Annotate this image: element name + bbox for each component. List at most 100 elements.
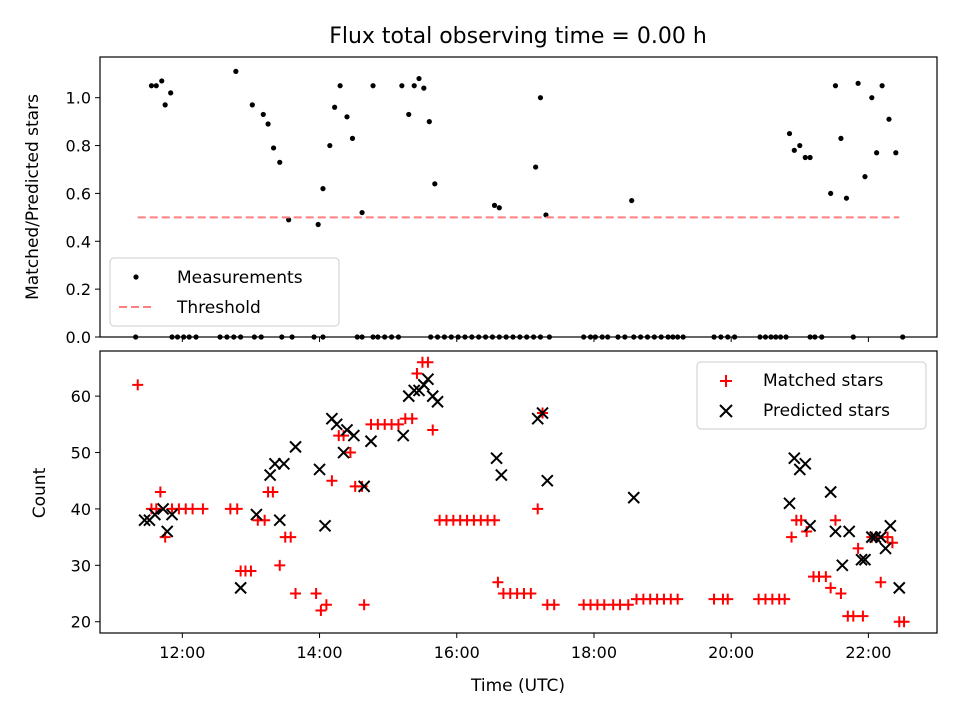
bottom-panel: 20 30 40 50 60 12:00 14:00 16:00 18:00 20:00 22:00… xyxy=(30,350,938,696)
matched-stars-point xyxy=(488,514,500,526)
matched-stars-point xyxy=(197,503,209,515)
bottom-y-tick-label: 50 xyxy=(71,444,91,463)
measurements-point xyxy=(537,95,544,101)
predicted-stars-point xyxy=(858,553,872,566)
bottom-legend-box xyxy=(696,361,927,430)
matched-stars-point xyxy=(356,480,368,492)
matched-stars-point xyxy=(344,447,356,459)
measurements-point xyxy=(148,83,155,89)
measurements-point xyxy=(320,186,326,192)
matched-stars-point xyxy=(358,599,370,611)
predicted-stars-point xyxy=(357,480,371,493)
matched-stars-point xyxy=(267,486,279,498)
predicted-stars-point xyxy=(536,406,549,420)
predicted-stars-point xyxy=(347,429,361,442)
measurements-point xyxy=(168,90,174,96)
measurements-point xyxy=(886,116,892,122)
predicted-stars-point xyxy=(148,508,162,521)
top-panel: 0.0 0.2 0.4 0.6 0.8 1.0 Matched/Predicted sta… xyxy=(23,56,938,347)
predicted-stars-point xyxy=(417,378,431,392)
bottom-y-tick-label: 20 xyxy=(71,613,91,632)
matched-stars-point xyxy=(154,486,166,498)
matched-stars-point xyxy=(274,559,286,571)
matched-stars-point xyxy=(835,588,847,600)
predicted-stars-point xyxy=(855,553,868,566)
measurements-point xyxy=(159,78,165,84)
top-y-tick-label: 0.4 xyxy=(66,232,91,251)
predicted-stars-point xyxy=(869,530,882,544)
matched-stars-point xyxy=(886,537,898,549)
measurements-point xyxy=(426,119,432,125)
matched-stars-point xyxy=(847,610,859,622)
matched-stars-point xyxy=(779,593,791,605)
legend-marker-measurements xyxy=(133,274,139,280)
matched-stars-point xyxy=(427,424,439,436)
top-legend: Measurements Threshold xyxy=(109,257,340,327)
measurements-point xyxy=(370,83,376,89)
matched-stars-point xyxy=(801,525,813,537)
top-y-axis-label: Matched/Predicted stars xyxy=(23,94,43,300)
predicted-stars-point xyxy=(490,451,503,465)
measurements-point xyxy=(421,85,427,91)
measurements-point xyxy=(233,68,239,74)
matched-stars-point xyxy=(622,599,634,611)
legend-label-threshold: Threshold xyxy=(176,298,261,318)
matched-stars-point xyxy=(406,413,418,425)
top-y-tick-label: 0.0 xyxy=(66,328,91,347)
measurements-point xyxy=(843,195,850,201)
x-axis-label: Time (UTC) xyxy=(470,676,565,696)
top-y-tick-label: 0.2 xyxy=(66,280,91,299)
top-legend-box xyxy=(109,257,340,327)
x-tick-label: 14:00 xyxy=(296,643,342,662)
predicted-stars-point xyxy=(788,451,801,465)
measurements-point xyxy=(344,114,350,120)
measurements-point xyxy=(533,164,539,170)
bottom-axes: 20 30 40 50 60 12:00 14:00 16:00 18:00 20:00 22:00 xyxy=(71,387,892,662)
measurements-point xyxy=(416,75,422,82)
measurements-point xyxy=(862,174,868,180)
matched-stars-point xyxy=(829,514,841,526)
matched-stars-point xyxy=(852,542,864,554)
measurements-point xyxy=(893,150,899,156)
matched-stars-point xyxy=(310,588,322,600)
predicted-stars-point xyxy=(263,468,277,482)
predicted-stars-point xyxy=(165,508,179,521)
predicted-stars-point xyxy=(289,440,302,454)
predicted-stars-point xyxy=(234,581,247,595)
x-tick-label: 20:00 xyxy=(708,643,754,662)
matched-stars-point xyxy=(875,576,887,588)
predicted-stars-point xyxy=(421,372,435,386)
matched-stars-point xyxy=(786,531,798,543)
chart-title: Flux total observing time = 0.00 h xyxy=(329,24,707,49)
measurements-point xyxy=(786,130,793,137)
x-tick-label: 18:00 xyxy=(571,643,617,662)
measurements-point xyxy=(286,217,292,223)
matched-stars-point xyxy=(672,593,684,605)
measurements-point xyxy=(249,102,255,108)
legend-label-matched-stars: Matched stars xyxy=(763,371,883,391)
measurements-point xyxy=(270,145,277,151)
matched-stars-point xyxy=(548,599,560,611)
matched-stars-point xyxy=(857,610,869,622)
matched-stars-point xyxy=(231,503,243,515)
matched-stars-point xyxy=(722,593,734,605)
measurements-point xyxy=(802,154,808,161)
predicted-stars-point xyxy=(803,519,817,533)
predicted-stars-point xyxy=(156,502,170,516)
predicted-stars-point xyxy=(627,491,640,504)
matched-stars-point xyxy=(326,475,338,487)
matched-stars-point xyxy=(245,565,257,577)
measurements-point xyxy=(629,197,635,204)
bottom-data-layer xyxy=(132,356,910,628)
measurements-point xyxy=(277,159,283,165)
matched-stars-point xyxy=(422,356,434,368)
measurements-point xyxy=(406,111,412,118)
matched-stars-point xyxy=(898,616,910,628)
measurements-point xyxy=(260,111,266,118)
top-y-tick-label: 1.0 xyxy=(66,89,91,108)
measurements-point xyxy=(791,147,797,153)
top-axes-frame xyxy=(99,56,938,338)
matched-stars-point xyxy=(315,604,327,616)
bottom-y-axis-label: Count xyxy=(30,467,50,518)
